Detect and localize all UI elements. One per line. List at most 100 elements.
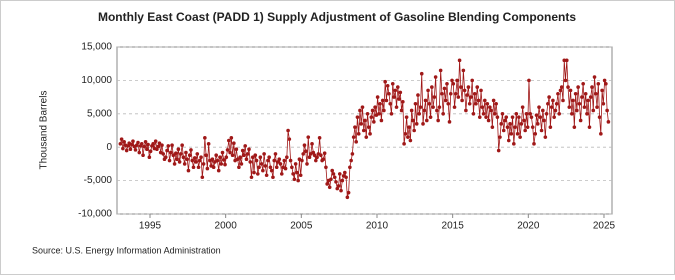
data-point — [335, 186, 340, 191]
data-point — [219, 162, 224, 166]
data-point — [324, 165, 328, 170]
data-point — [184, 150, 188, 155]
data-point — [554, 101, 559, 106]
data-point — [119, 137, 124, 141]
data-point — [176, 147, 181, 152]
data-point — [195, 152, 200, 156]
data-point — [199, 155, 203, 160]
data-point — [494, 101, 498, 106]
data-point — [330, 168, 335, 173]
data-point — [479, 88, 483, 93]
data-point — [546, 101, 550, 106]
data-point — [517, 115, 521, 119]
x-tick-label: 2025 — [593, 221, 616, 232]
data-point — [387, 91, 391, 96]
data-point — [592, 75, 597, 79]
data-point — [292, 177, 297, 182]
data-point — [528, 112, 533, 116]
data-point — [237, 165, 241, 170]
data-point — [578, 118, 583, 123]
data-point — [471, 112, 476, 116]
data-point — [185, 157, 189, 162]
data-point — [389, 112, 394, 116]
data-point — [490, 125, 495, 129]
data-point — [272, 158, 277, 163]
data-point — [156, 144, 160, 149]
data-point — [235, 157, 240, 162]
data-point — [242, 153, 246, 158]
data-point — [196, 165, 201, 170]
data-point — [276, 160, 280, 164]
data-point — [461, 68, 466, 73]
data-point — [520, 105, 525, 109]
data-point — [493, 112, 497, 116]
data-point — [274, 165, 279, 170]
data-point — [437, 105, 442, 109]
data-point — [522, 118, 526, 123]
x-tick-label: 2005 — [290, 221, 313, 232]
data-point — [573, 91, 578, 96]
data-point — [514, 112, 519, 116]
data-point — [137, 150, 142, 155]
data-point — [504, 115, 509, 119]
data-point — [163, 155, 168, 160]
data-point — [244, 157, 249, 162]
data-point — [247, 147, 251, 152]
data-point — [488, 105, 492, 109]
data-point — [339, 188, 343, 193]
data-point — [605, 108, 609, 113]
data-point — [210, 157, 215, 162]
data-point — [529, 115, 534, 119]
data-point — [530, 125, 535, 129]
data-point — [602, 78, 607, 83]
data-point — [124, 148, 129, 153]
data-point — [186, 168, 191, 173]
data-point — [394, 105, 399, 109]
data-point — [533, 132, 538, 136]
data-point — [395, 85, 400, 89]
data-point — [542, 118, 546, 123]
data-point — [262, 152, 266, 156]
data-point — [190, 158, 195, 163]
data-point — [340, 178, 345, 183]
data-point — [467, 101, 472, 106]
data-point — [580, 95, 584, 99]
data-point — [440, 91, 444, 96]
data-point — [450, 78, 454, 83]
data-point — [472, 91, 477, 96]
data-point — [223, 162, 227, 167]
data-point — [307, 155, 312, 160]
data-point — [269, 168, 274, 173]
data-point — [268, 165, 273, 170]
data-point — [161, 152, 166, 156]
data-point — [350, 152, 355, 156]
data-point — [175, 157, 179, 162]
data-point — [291, 172, 295, 176]
y-axis-label: Thousand Barrels — [39, 91, 50, 170]
data-point — [524, 112, 529, 116]
data-point — [409, 108, 414, 113]
data-point — [206, 142, 211, 146]
data-point — [279, 172, 284, 176]
data-point — [561, 98, 565, 103]
data-point — [423, 98, 428, 103]
source-note: Source: U.S. Energy Information Administ… — [32, 245, 221, 255]
data-point — [129, 142, 134, 147]
data-point — [435, 108, 439, 113]
data-point — [167, 158, 172, 163]
data-point — [512, 142, 516, 146]
data-point — [483, 98, 487, 103]
data-point — [303, 149, 308, 154]
data-point — [200, 175, 205, 180]
y-tick-label: -10,000 — [78, 209, 112, 220]
data-point — [290, 165, 294, 170]
data-point — [397, 97, 401, 101]
data-point — [170, 143, 174, 147]
data-point — [282, 158, 287, 163]
data-point — [300, 158, 304, 163]
data-point — [474, 101, 478, 106]
data-point — [518, 135, 522, 139]
data-point — [165, 148, 169, 153]
data-point — [344, 175, 348, 180]
data-point — [385, 83, 390, 88]
